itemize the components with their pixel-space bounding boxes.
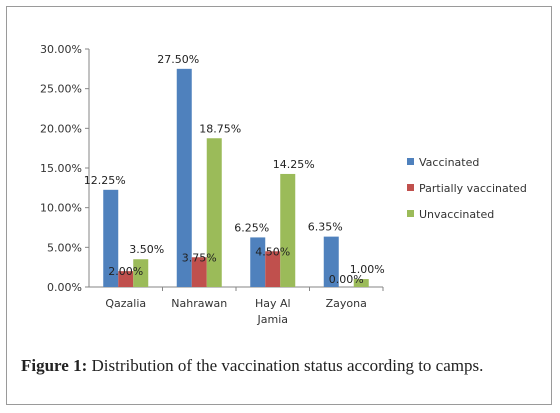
data-label: 1.00%	[350, 263, 385, 276]
chart-frame: 0.00% 5.00% 10.00% 15.00% 20.00% 25.00% 30.00%…	[6, 6, 552, 405]
bar-partially-vaccinated	[265, 251, 281, 287]
bar-unvaccinated	[206, 138, 222, 287]
bar-unvaccinated	[353, 279, 369, 287]
legend-swatch	[407, 184, 414, 191]
data-label: 2.00%	[108, 265, 143, 278]
category-label: Jamia	[257, 313, 289, 326]
data-label: 12.25%	[84, 174, 126, 187]
category-label: Hay Al	[255, 297, 291, 310]
y-tick-label: 15.00%	[40, 162, 82, 175]
caption-text: Distribution of the vaccination status a…	[87, 356, 484, 375]
data-label: 14.25%	[273, 158, 315, 171]
data-label: 18.75%	[199, 122, 241, 135]
data-label: 3.50%	[129, 243, 164, 256]
data-label: 6.35%	[308, 221, 343, 234]
y-tick-label: 20.00%	[40, 122, 82, 135]
y-tick-label: 5.00%	[47, 241, 82, 254]
bar-vaccinated	[176, 68, 192, 287]
y-tick-label: 0.00%	[47, 281, 82, 294]
bar-chart: 0.00% 5.00% 10.00% 15.00% 20.00% 25.00% 30.00%…	[40, 43, 527, 326]
bar-vaccinated	[250, 237, 266, 287]
bar-partially-vaccinated	[118, 271, 134, 287]
data-label: 0.00%	[329, 273, 364, 286]
legend-entry: Unvaccinated	[419, 208, 494, 221]
data-label: 6.25%	[234, 221, 269, 234]
y-tick-label: 30.00%	[40, 43, 82, 56]
y-tick-label: 25.00%	[40, 83, 82, 96]
data-label: 4.50%	[255, 245, 290, 258]
legend-swatch	[407, 210, 414, 217]
bar-unvaccinated	[280, 173, 296, 287]
bar-partially-vaccinated	[191, 257, 207, 287]
data-label: 3.75%	[182, 251, 217, 264]
bar-vaccinated	[103, 189, 119, 287]
legend-entry: Partially vaccinated	[419, 182, 527, 195]
bar-unvaccinated	[133, 259, 149, 287]
bar-vaccinated	[323, 236, 339, 287]
figure-caption: Figure 1: Distribution of the vaccinatio…	[21, 356, 551, 376]
legend-swatch	[407, 158, 414, 165]
category-label: Qazalia	[105, 297, 146, 310]
legend-entry: Vaccinated	[419, 156, 479, 169]
chart-area: 0.00% 5.00% 10.00% 15.00% 20.00% 25.00% 30.00%…	[21, 21, 545, 339]
category-label: Nahrawan	[171, 297, 227, 310]
caption-label: Figure 1:	[21, 356, 88, 375]
y-tick-label: 10.00%	[40, 202, 82, 215]
data-label: 27.50%	[157, 53, 199, 66]
category-label: Zayona	[326, 297, 367, 310]
